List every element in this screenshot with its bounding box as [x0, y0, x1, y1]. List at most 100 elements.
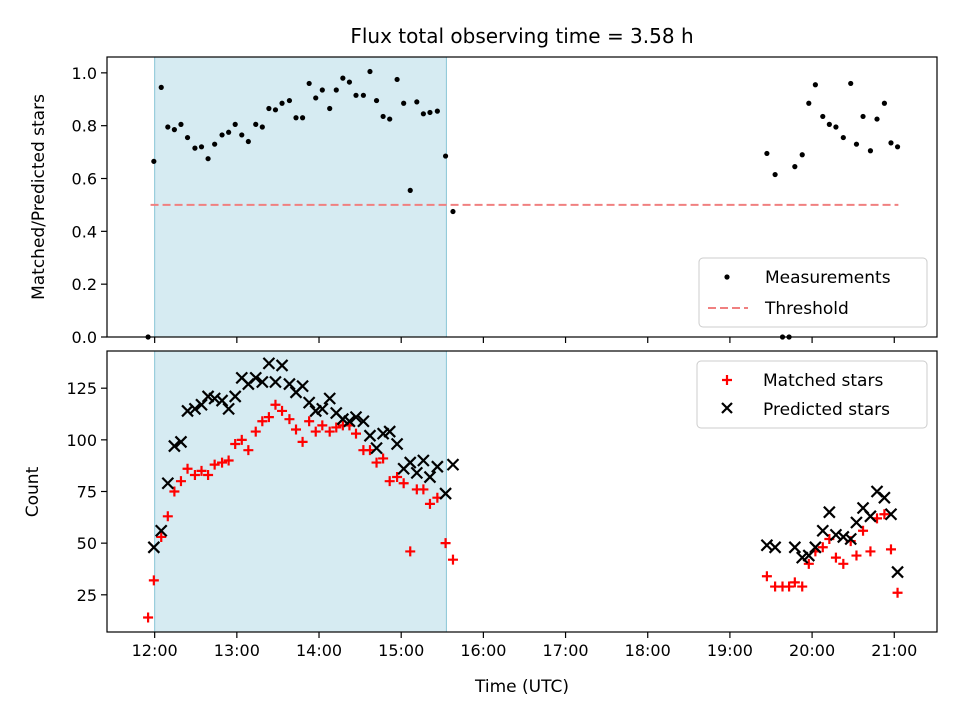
y-tick-label: 0.0 — [72, 328, 97, 347]
x-tick-label: 20:00 — [789, 641, 835, 660]
matched-point — [879, 509, 890, 520]
matched-point — [378, 453, 389, 464]
matched-point — [203, 469, 214, 480]
matched-point — [761, 571, 772, 582]
measurement-point — [860, 113, 866, 120]
measurement-point — [434, 108, 440, 114]
measurement-point — [171, 127, 177, 133]
predicted-point — [208, 392, 221, 405]
matched-point — [851, 550, 862, 561]
x-tick-label: 14:00 — [296, 641, 342, 660]
bottom-x-ticks: 12:00 13:00 14:00 15:00 16:00 17:00 18:00 19:00… — [132, 632, 917, 660]
matched-point — [169, 486, 180, 497]
predicted-point — [383, 425, 396, 438]
measurement-point — [820, 113, 826, 120]
legend-matched-marker — [722, 375, 732, 385]
predicted-point — [256, 375, 269, 389]
measurement-point — [239, 132, 245, 138]
predicted-point — [802, 549, 816, 562]
legend-matched-label: Matched stars — [763, 371, 883, 391]
measurement-point — [353, 92, 359, 98]
measurement-point — [299, 115, 306, 121]
measurement-point — [840, 134, 846, 141]
predicted-point — [188, 402, 202, 416]
matched-point — [189, 469, 200, 480]
matched-point — [892, 587, 903, 598]
measurement-point — [853, 141, 860, 147]
x-tick-label: 16:00 — [460, 641, 506, 660]
top-panel: 0.0 0.2 0.4 0.6 0.8 1.0 Matched/Predicted sta… — [29, 56, 938, 347]
x-tick-label: 19:00 — [707, 641, 753, 660]
x-tick-label: 15:00 — [378, 641, 424, 660]
measurement-point — [772, 171, 778, 178]
matched-point — [371, 457, 382, 468]
matched-point — [182, 463, 193, 474]
matched-point — [351, 428, 361, 439]
top-y-axis-label: Matched/Predicted stars — [29, 94, 49, 300]
measurement-point — [319, 87, 325, 93]
measurement-point — [313, 95, 319, 101]
matched-point — [175, 476, 186, 487]
predicted-point — [370, 441, 383, 455]
legend-measurements-label: Measurements — [765, 268, 891, 288]
matched-point — [784, 581, 795, 592]
measurement-point — [346, 79, 353, 85]
legend-measurements-marker — [724, 274, 730, 280]
measurement-point — [253, 121, 259, 127]
measurement-point — [327, 105, 333, 112]
matched-point — [297, 436, 308, 447]
matched-point — [230, 438, 241, 449]
predicted-point — [809, 541, 822, 554]
y-tick-label: 75 — [77, 483, 97, 502]
predicted-point — [891, 565, 904, 579]
y-tick-label: 0.6 — [72, 170, 97, 189]
predicted-point — [283, 377, 296, 391]
matched-point — [865, 546, 876, 557]
predicted-point — [816, 524, 830, 538]
measurement-point — [151, 158, 157, 164]
top-legend-box — [698, 257, 928, 328]
measurement-point — [427, 109, 433, 116]
predicted-point — [403, 456, 417, 469]
measurement-point — [279, 100, 285, 106]
predicted-point — [343, 414, 356, 428]
matched-point — [162, 511, 173, 522]
top-legend: Measurements Threshold — [698, 257, 928, 328]
measurement-point — [226, 129, 232, 135]
matched-point — [424, 498, 435, 509]
matched-point — [277, 405, 288, 416]
measurement-point — [792, 164, 798, 170]
matched-point — [270, 399, 281, 410]
predicted-point — [768, 541, 782, 554]
measurement-point — [333, 87, 339, 93]
matched-point — [838, 558, 849, 569]
top-highlight-span — [154, 56, 447, 338]
matched-point — [263, 412, 274, 423]
matched-point — [310, 426, 321, 437]
predicted-point — [269, 375, 282, 389]
measurement-point — [826, 121, 832, 127]
measurement-point — [874, 116, 880, 122]
top-axes-frame — [106, 56, 938, 338]
predicted-point — [262, 357, 276, 370]
measurement-point — [407, 187, 413, 193]
measurement-point — [266, 105, 272, 112]
y-tick-label: 0.8 — [72, 117, 97, 136]
predicted-point — [357, 414, 370, 428]
matched-point — [236, 434, 247, 445]
measurement-point — [158, 84, 164, 90]
predicted-point — [363, 429, 377, 442]
x-tick-label: 13:00 — [214, 641, 260, 660]
legend-predicted-marker — [721, 402, 733, 414]
predicted-point — [316, 402, 329, 416]
measurement-point — [799, 152, 805, 158]
predicted-point — [147, 541, 161, 554]
predicted-point — [296, 379, 309, 393]
measurement-point — [306, 80, 312, 87]
predicted-point — [864, 510, 877, 523]
y-tick-label: 100 — [66, 431, 97, 450]
bottom-y-axis-label: Count — [23, 466, 43, 517]
predicted-point — [837, 530, 850, 544]
predicted-point — [161, 476, 175, 490]
y-tick-label: 0.4 — [72, 222, 97, 241]
